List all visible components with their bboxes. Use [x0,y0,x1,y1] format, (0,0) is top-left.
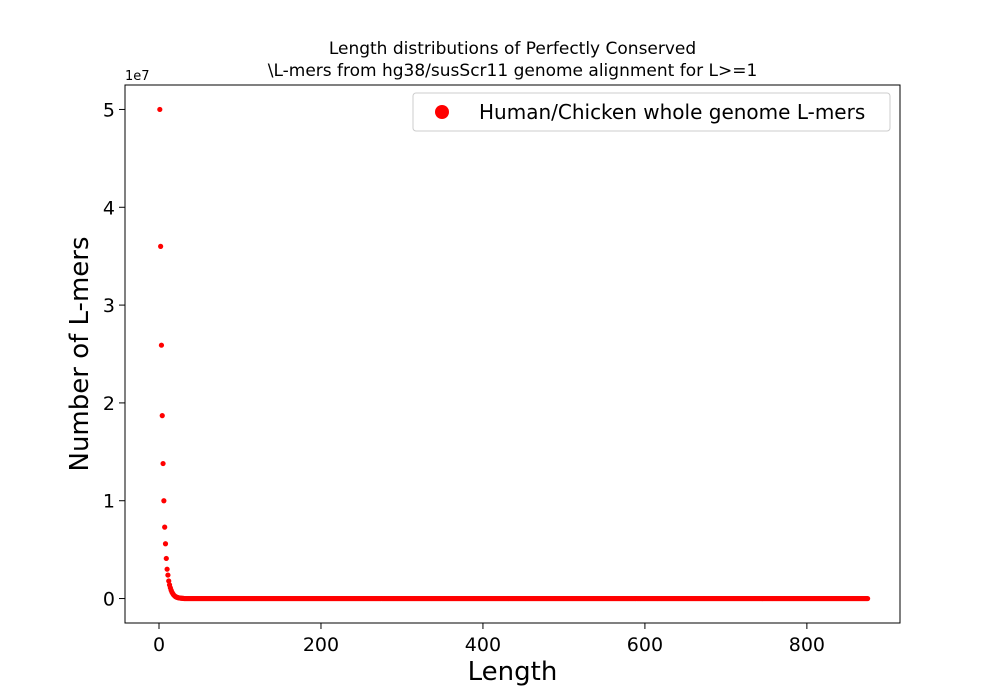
legend: Human/Chicken whole genome L-mers [412,92,891,132]
legend-label: Human/Chicken whole genome L-mers [479,100,865,124]
data-point [163,555,169,562]
data-point [165,572,171,578]
y-tick-label: 4 [103,197,115,219]
data-point [159,413,165,419]
y-tick-label: 0 [103,589,115,611]
y-tick-label: 5 [103,99,115,121]
data-point [161,498,167,504]
x-tick-label: 400 [465,634,501,656]
x-axis-ticks: 0 200 400 600 800 [153,623,825,656]
y-axis-label: Number of L-mers [65,236,95,471]
chart-title-line-1: Length distributions of Perfectly Conser… [329,39,696,59]
data-point [865,595,871,602]
legend-marker [435,105,449,119]
data-point [164,566,170,572]
x-tick-label: 800 [789,634,825,656]
data-point [160,460,166,467]
x-tick-label: 0 [153,634,165,656]
y-tick-label: 1 [103,491,115,513]
y-axis-offset-label: 1e7 [125,69,150,84]
chart-title-line-2: \L-mers from hg38/susScr11 genome alignm… [268,61,758,81]
data-point [158,342,165,348]
plot-area-frame [124,84,901,624]
data-point [166,578,172,584]
y-tick-label: 2 [103,393,115,415]
data-point [158,243,164,249]
y-tick-label: 3 [103,295,115,317]
data-point [162,541,169,547]
y-axis-ticks: 0 1 2 3 4 5 [103,99,125,611]
data-point [162,524,168,530]
data-point [157,106,163,113]
legend-box [412,92,891,132]
data-points [157,106,871,602]
x-axis-label: Length [468,657,558,687]
x-tick-label: 600 [627,634,663,656]
x-tick-label: 200 [303,634,339,656]
